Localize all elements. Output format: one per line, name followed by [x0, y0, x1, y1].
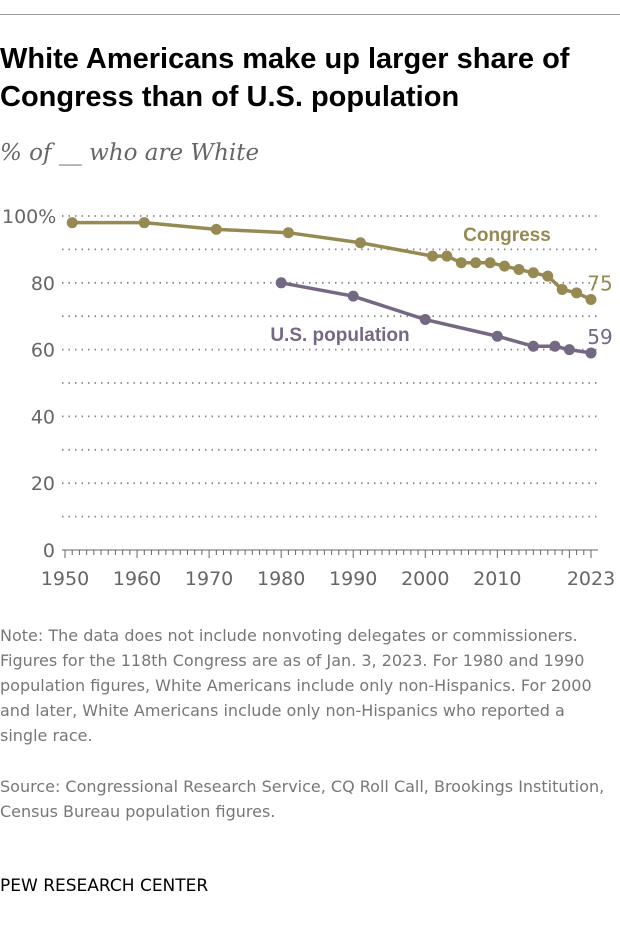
x-tick-label: 2000 [401, 568, 449, 590]
congress-point [138, 217, 150, 229]
congress-point [585, 294, 597, 305]
u-s-population-point [491, 330, 503, 342]
congress-legend-label: Congress [463, 225, 551, 246]
congress-point [426, 250, 438, 262]
u-s-population-end-label: 59 [587, 325, 612, 349]
u-s-population-point [585, 347, 597, 359]
u-s-population-point [275, 277, 287, 289]
congress-point [513, 263, 525, 275]
x-tick-label: 1990 [329, 568, 377, 590]
u-s-population-point [563, 344, 575, 356]
x-tick-label: 2023 [567, 568, 615, 590]
congress-point [556, 283, 568, 295]
u-s-population-legend-label: U.S. population [270, 325, 409, 346]
x-tick-label: 1960 [113, 568, 161, 590]
u-s-population-point [419, 314, 431, 326]
congress-end-label: 75 [587, 272, 612, 296]
chart-source: Source: Congressional Research Service, … [0, 777, 605, 821]
congress-point [66, 217, 78, 229]
chart-title: White Americans make up larger share of … [0, 43, 570, 113]
y-tick-label: 80 [31, 273, 55, 295]
u-s-population-point [347, 290, 359, 302]
chart-subtitle: % of __ who are White [0, 140, 260, 166]
congress-point [210, 223, 222, 235]
u-s-population-point [527, 340, 539, 352]
congress-point [282, 227, 294, 239]
congress-point [499, 260, 511, 272]
top-rule [0, 14, 620, 15]
y-tick-label: 40 [31, 406, 55, 428]
congress-point [470, 257, 482, 269]
y-tick-label: 60 [31, 340, 55, 362]
y-tick-label: 100% [2, 206, 56, 228]
x-tick-label: 2010 [473, 568, 521, 590]
congress-point [542, 270, 554, 282]
congress-point [441, 250, 453, 262]
congress-point [455, 257, 467, 269]
brand-name: PEW RESEARCH CENTER [0, 876, 209, 896]
line-chart: 0 20 40 60 80 100% 1950 1960 1970 1980 1990 2000 201… [2, 206, 615, 590]
x-tick-label: 1950 [41, 568, 89, 590]
chart-note: Note: The data does not include nonvotin… [0, 626, 592, 745]
x-tick-label: 1970 [185, 568, 233, 590]
y-tick-label: 0 [43, 540, 55, 562]
congress-point [484, 257, 496, 269]
congress-point [571, 287, 583, 299]
x-tick-label: 1980 [257, 568, 305, 590]
y-tick-label: 20 [31, 473, 55, 495]
congress-point [354, 237, 366, 249]
u-s-population-point [549, 340, 561, 352]
congress-point [527, 267, 539, 279]
